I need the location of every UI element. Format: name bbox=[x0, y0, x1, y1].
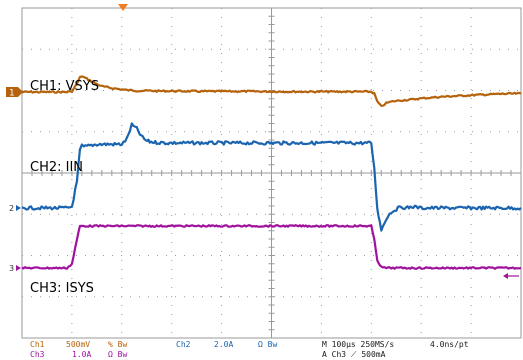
trace-label-ch1: CH1: VSYS bbox=[30, 79, 99, 94]
channel-1-marker-number: 1 bbox=[9, 89, 15, 99]
status-ch2-scale: 2.0A bbox=[214, 340, 233, 349]
trace-2 bbox=[21, 122, 522, 232]
trace-label-ch2: CH2: IIN bbox=[30, 160, 83, 175]
status-ch3-bw: Ω Bw bbox=[108, 350, 127, 359]
status-ch1: Ch1 bbox=[30, 340, 45, 349]
channel-3-marker-arrow bbox=[16, 265, 21, 271]
status-ch1-scale: 500mV bbox=[66, 340, 90, 349]
channel-markers: 1 2 3 bbox=[6, 4, 519, 279]
trace-labels: CH1: VSYS CH2: IIN CH3: ISYS bbox=[30, 79, 99, 296]
graticule bbox=[21, 7, 522, 339]
status-bar: Ch1 500mV % Bw Ch3 1.0A Ω Bw Ch2 2.0A Ω … bbox=[30, 340, 469, 359]
channel-1-marker bbox=[6, 87, 18, 97]
trace-3 bbox=[21, 224, 522, 270]
channel-3-marker-number: 3 bbox=[9, 264, 14, 273]
trigger-position-marker bbox=[118, 4, 128, 11]
trace-1 bbox=[21, 75, 522, 107]
status-ch3-scale: 1.0A bbox=[72, 350, 91, 359]
status-resolution: 4.0ns/pt bbox=[430, 340, 469, 349]
channel-2-marker-arrow bbox=[16, 205, 21, 211]
status-ch1-bw: % Bw bbox=[108, 340, 127, 349]
traces bbox=[21, 75, 522, 270]
status-trigger: A Ch3 ⟋ 500mA bbox=[322, 350, 386, 359]
status-ch2-bw: Ω Bw bbox=[258, 340, 277, 349]
trigger-level-arrow bbox=[503, 273, 508, 279]
status-ch2: Ch2 bbox=[176, 340, 191, 349]
trace-label-ch3: CH3: ISYS bbox=[30, 281, 94, 296]
channel-1-marker-arrow bbox=[18, 87, 23, 97]
status-ch3: Ch3 bbox=[30, 350, 45, 359]
status-timebase: M 100µs 250MS/s bbox=[322, 340, 394, 349]
channel-2-marker-number: 2 bbox=[9, 204, 14, 213]
